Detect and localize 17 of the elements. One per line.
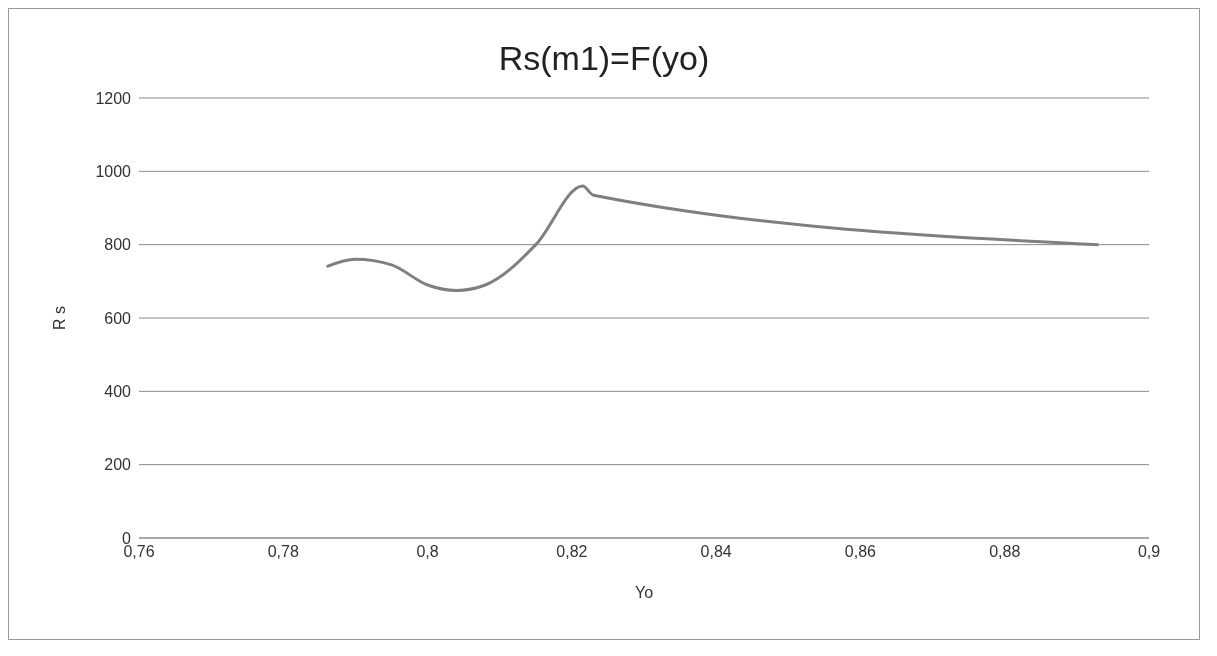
- x-tick-label: 0,8: [416, 543, 439, 561]
- x-tick-label: 0,88: [989, 543, 1021, 561]
- y-tick-label: 400: [104, 383, 132, 401]
- x-tick-label: 0,86: [844, 543, 877, 561]
- y-tick-label: 600: [104, 309, 132, 327]
- y-tick-label: 1200: [95, 89, 132, 107]
- x-tick-label: 0,9: [1137, 543, 1161, 561]
- x-tick-label: 0,82: [556, 543, 588, 561]
- y-tick-label: 200: [104, 456, 132, 474]
- x-tick-label: 0,78: [267, 543, 299, 561]
- x-tick-label: 0,76: [123, 543, 155, 561]
- y-tick-label: 800: [104, 236, 132, 254]
- y-axis-title: R s: [50, 306, 68, 330]
- chart-title: Rs(m1)=F(yo): [497, 39, 711, 78]
- x-axis-title: Yo: [634, 584, 654, 601]
- x-tick-label: 0,84: [700, 543, 732, 561]
- y-tick-label: 1000: [95, 163, 132, 181]
